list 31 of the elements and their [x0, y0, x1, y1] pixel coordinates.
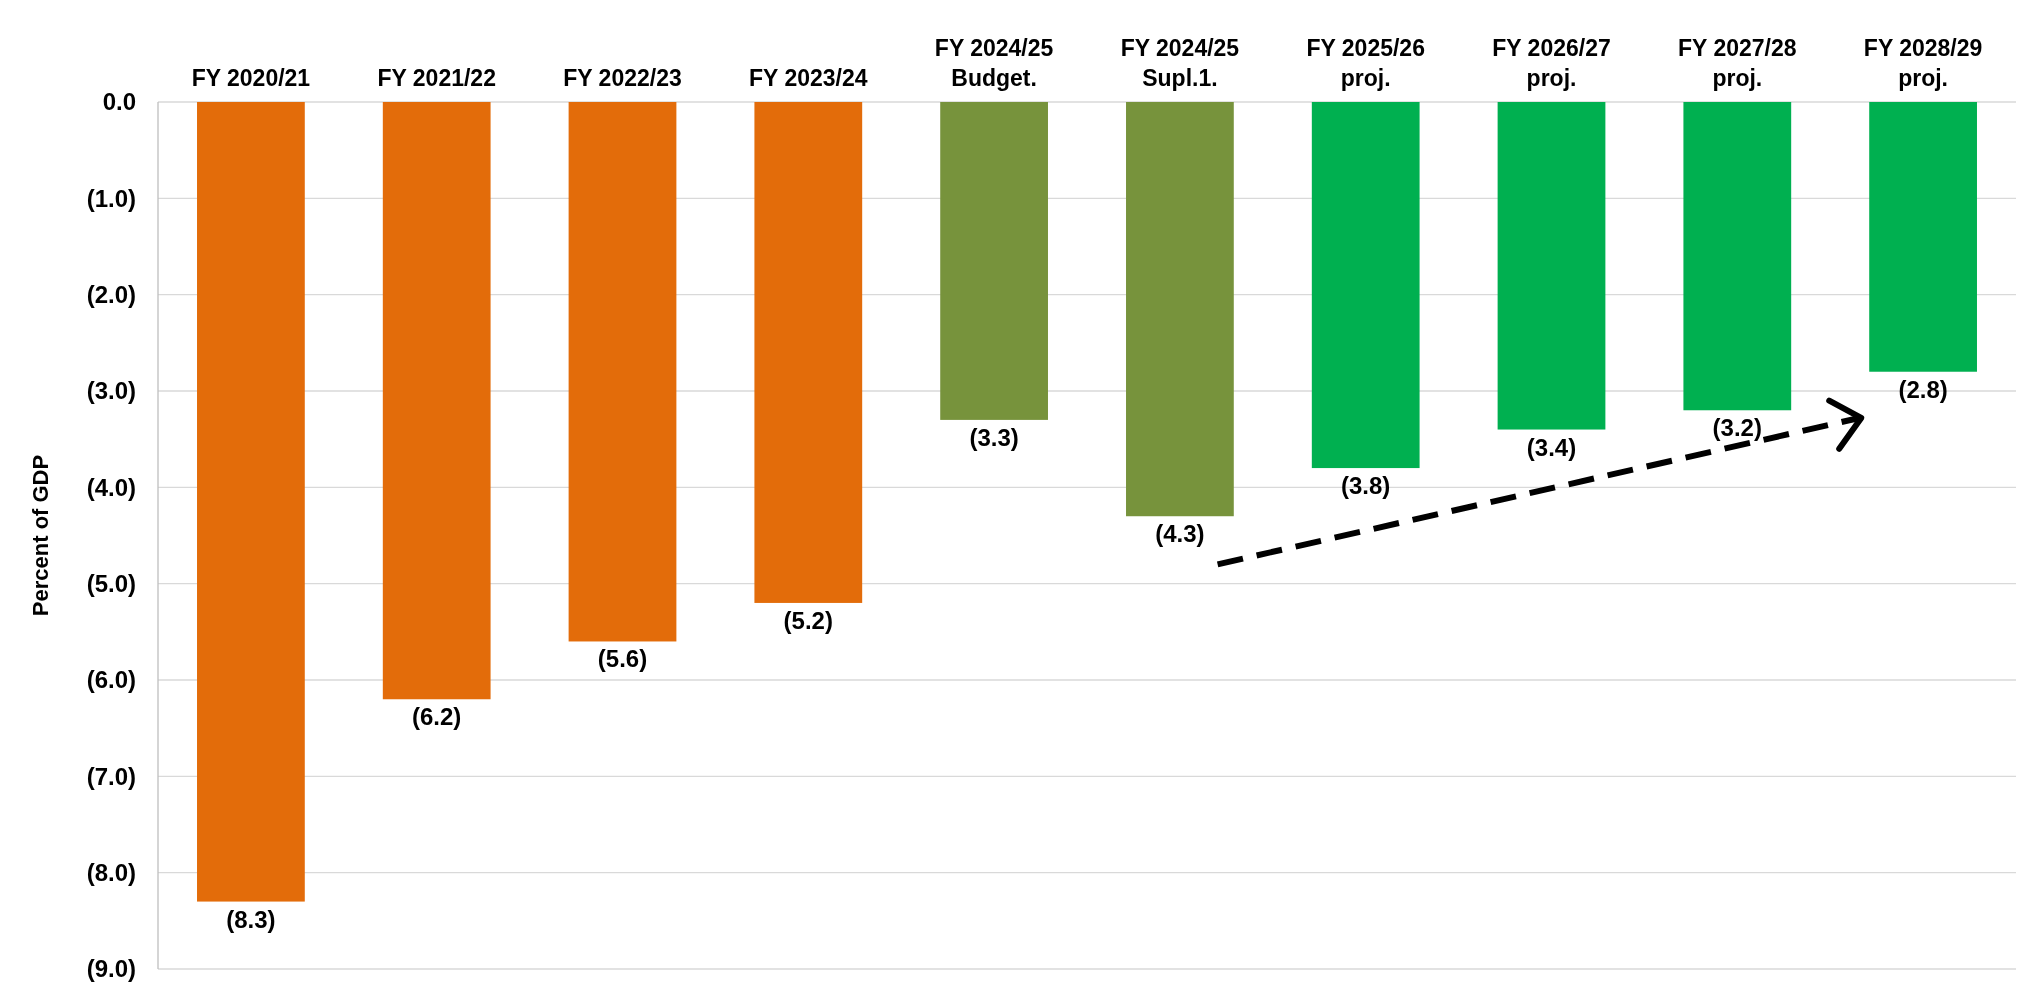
y-tick-label: (9.0)	[86, 955, 136, 983]
y-tick-label: 0.0	[102, 88, 136, 116]
x-tick-label: FY 2028/29 proj.	[1863, 35, 1983, 91]
x-tick-label: FY 2024/25 Supl.1.	[1120, 35, 1240, 91]
data-label: (2.8)	[1898, 375, 1948, 403]
data-label: (4.3)	[1155, 520, 1205, 548]
x-tick-label: FY 2020/21	[191, 65, 311, 91]
y-tick-label: (1.0)	[86, 184, 136, 212]
data-label: (3.8)	[1341, 472, 1391, 500]
data-label: (6.2)	[412, 703, 462, 731]
y-tick-label: (7.0)	[86, 762, 136, 790]
y-tick-label: (6.0)	[86, 666, 136, 694]
x-tick-label: FY 2022/23	[563, 65, 682, 91]
data-label: (3.3)	[969, 423, 1019, 451]
y-tick-label: (3.0)	[86, 377, 136, 405]
x-tick-label: FY 2024/25 Budget.	[934, 35, 1054, 91]
x-tick-label: FY 2021/22	[377, 65, 496, 91]
x-tick-label: FY 2025/26 proj.	[1306, 35, 1425, 91]
y-tick-label: (4.0)	[86, 473, 136, 501]
y-tick-label: (5.0)	[86, 570, 136, 598]
data-label: (5.2)	[783, 606, 833, 634]
data-label: (5.6)	[597, 645, 648, 673]
y-tick-label: (8.0)	[86, 859, 136, 887]
data-label: (3.4)	[1526, 433, 1577, 461]
x-tick-label: FY 2023/24	[749, 65, 868, 91]
x-tick-label: FY 2027/28 proj.	[1678, 35, 1797, 91]
data-label: (3.2)	[1712, 414, 1762, 442]
y-axis-title: Percent of GDP	[28, 454, 53, 617]
x-tick-label: FY 2026/27 proj.	[1492, 35, 1611, 91]
y-tick-label: (2.0)	[86, 281, 136, 309]
data-label: (8.3)	[226, 905, 276, 933]
